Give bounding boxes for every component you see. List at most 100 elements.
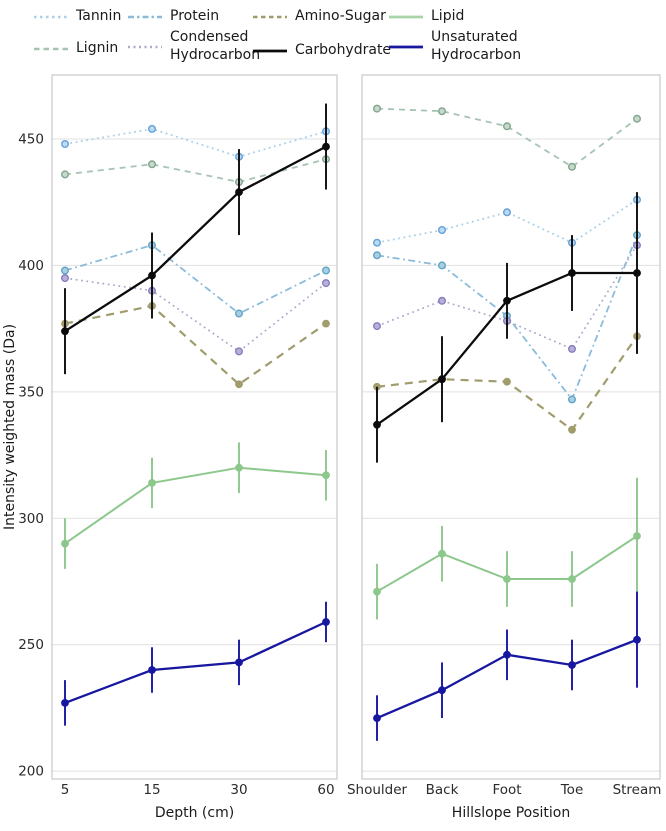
y-tick-label: 350 (18, 384, 44, 400)
data-point (322, 266, 331, 275)
legend-label-protein: Protein (170, 8, 220, 24)
legend-item-lignin: Lignin (33, 40, 118, 58)
legend-item-condensed-hydrocarbon: Condensed Hydrocarbon (127, 29, 260, 64)
y-tick-label: 300 (18, 511, 44, 527)
x-tick-label: 5 (61, 782, 70, 798)
data-point (503, 296, 511, 305)
series-condensed-hydrocarbon-left (61, 274, 331, 356)
data-point (235, 380, 243, 389)
series-line (64, 244, 327, 315)
data-point (322, 142, 330, 151)
data-point (568, 162, 577, 171)
data-point (322, 618, 330, 626)
panel-right: Shoulder Back Foot Toe Stream Hillslope Posit… (347, 74, 662, 821)
data-point (568, 395, 577, 404)
legend-label-carbohydrate: Carbohydrate (295, 42, 392, 58)
legend-item-carbohydrate: Carbohydrate (252, 42, 391, 60)
data-point (438, 107, 447, 116)
x-tick-label: Toe (560, 782, 584, 798)
series-amino-sugar-right (373, 332, 641, 434)
data-point (503, 377, 511, 386)
y-tick-label: 250 (18, 637, 44, 653)
series-line (64, 145, 327, 333)
y-axis-title: Intensity weighted mass (Da) (2, 324, 18, 530)
x-tick-label: 30 (230, 782, 247, 798)
x-tick-label: Shoulder (347, 782, 408, 798)
data-point (373, 714, 381, 722)
series-lipid-left (61, 442, 330, 569)
data-point (235, 463, 243, 472)
series-line (64, 466, 327, 545)
data-point (61, 266, 70, 275)
series-line (64, 127, 327, 158)
legend-label-unsaturated-hydrocarbon: Unsaturated Hydrocarbon (431, 29, 522, 63)
data-point (373, 251, 382, 260)
y-tick-label: 450 (18, 131, 44, 147)
x-tick-label: 60 (317, 782, 334, 798)
legend-line-lipid-icon (389, 15, 423, 19)
data-point (61, 170, 70, 179)
data-point (61, 327, 69, 336)
data-point (438, 261, 447, 270)
legend-line-unsaturated-hydrocarbon-icon (389, 45, 423, 48)
panel-left: 5 15 30 60 Depth (cm) (51, 74, 338, 821)
data-point (373, 104, 382, 113)
data-point (234, 309, 243, 318)
data-point (234, 347, 243, 356)
data-point (633, 635, 641, 644)
legend-line-protein-icon (128, 15, 162, 18)
x-tick-label: Stream (613, 782, 662, 798)
x-tick-label: Back (426, 782, 459, 798)
legend-item-tannin: Tannin (33, 8, 121, 26)
data-point (568, 661, 576, 669)
series-carbohydrate-left (61, 103, 330, 375)
data-point (148, 666, 156, 674)
data-point (503, 208, 512, 217)
series-lipid-right (373, 477, 641, 620)
x-tick-labels: 5 15 30 60 (61, 782, 335, 798)
series-carbohydrate-right (373, 192, 641, 463)
series-unsaturated-hydrocarbon-left (61, 601, 330, 726)
data-point (373, 238, 382, 247)
data-point (438, 225, 447, 234)
x-axis-title-right: Hillslope Position (452, 805, 570, 821)
y-tick-label: 400 (18, 258, 44, 274)
data-point (503, 650, 511, 659)
gridlines (362, 138, 660, 772)
data-point (568, 269, 576, 277)
y-tick-label: 200 (18, 764, 44, 780)
panel-border (361, 74, 661, 780)
series-line (64, 620, 327, 704)
data-point (61, 539, 69, 548)
data-point (503, 575, 511, 583)
legend-item-protein: Protein (127, 8, 219, 26)
series-amino-sugar-left (61, 302, 330, 389)
legend: Tannin Lignin Protein Condensed Hydrocarbon A… (0, 0, 666, 70)
legend-label-lignin: Lignin (76, 40, 119, 56)
legend-label-amino-sugar: Amino-Sugar (295, 8, 386, 24)
x-tick-label: Foot (492, 782, 521, 798)
data-point (373, 420, 381, 429)
data-point (438, 375, 446, 384)
series-unsaturated-hydrocarbon-right (373, 591, 641, 741)
data-point (373, 322, 382, 331)
data-point (322, 279, 331, 288)
data-point (235, 188, 243, 197)
data-point (503, 122, 512, 131)
data-point (61, 274, 70, 283)
data-point (373, 587, 381, 596)
legend-label-condensed-hydrocarbon: Condensed Hydrocarbon (170, 29, 261, 63)
data-point (568, 344, 577, 353)
data-point (61, 699, 69, 707)
panel-border (51, 74, 338, 780)
legend-line-condensed-hydrocarbon-icon (128, 45, 162, 48)
series-line (376, 107, 638, 168)
series-tannin-right (373, 195, 642, 247)
data-point (438, 549, 446, 558)
data-point (322, 471, 330, 480)
data-point (568, 425, 576, 434)
legend-item-unsaturated-hydrocarbon: Unsaturated Hydrocarbon (388, 29, 521, 64)
data-point (568, 575, 576, 583)
